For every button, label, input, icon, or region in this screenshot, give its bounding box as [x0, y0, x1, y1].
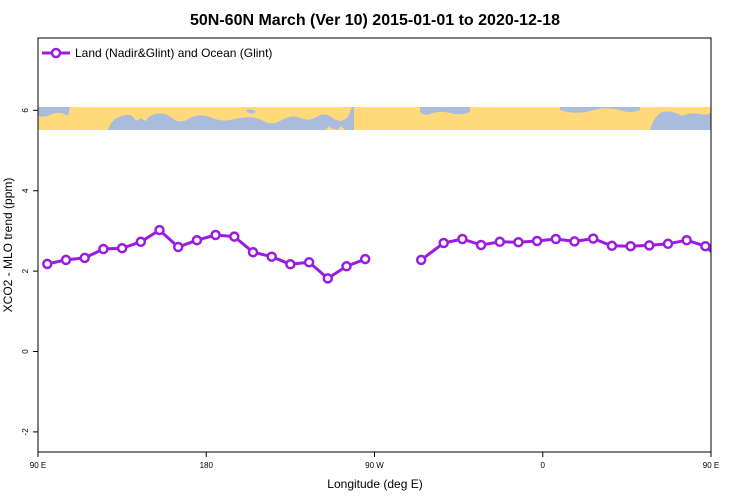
legend-marker	[50, 47, 62, 59]
plot-area	[42, 224, 711, 284]
data-point	[550, 233, 562, 245]
data-point	[625, 240, 636, 252]
legend-label: Land (Nadir&Glint) and Ocean (Glint)	[75, 46, 272, 60]
y-tick-label: 0	[21, 349, 30, 354]
x-tick-label: 90 E	[30, 461, 46, 470]
data-point	[681, 234, 692, 246]
x-tick-label: 0	[541, 461, 546, 470]
y-tick-label: 2	[21, 268, 30, 273]
data-point	[359, 253, 371, 265]
map-band-lakes	[246, 109, 340, 130]
data-point	[154, 224, 165, 236]
chart-title: 50N-60N March (Ver 10) 2015-01-01 to 202…	[190, 12, 560, 29]
data-point	[191, 234, 203, 246]
x-tick-label: 90 W	[365, 461, 384, 470]
data-point	[247, 246, 259, 258]
map-band	[38, 107, 711, 130]
series-line	[46, 228, 366, 280]
data-point	[229, 231, 240, 242]
x-tick-label: 180	[200, 461, 214, 470]
data-point	[303, 257, 315, 268]
data-point	[662, 238, 674, 250]
data-point	[494, 236, 506, 248]
data-point	[266, 251, 277, 262]
data-point	[42, 258, 53, 270]
data-point	[438, 237, 449, 249]
y-tick-label: -2	[21, 428, 30, 436]
data-point	[475, 239, 487, 251]
map-band-ocean	[38, 107, 711, 130]
data-point	[172, 241, 184, 253]
data-point	[644, 240, 655, 251]
data-point	[322, 273, 334, 284]
data-point	[606, 240, 618, 252]
data-point	[116, 242, 128, 254]
data-point	[60, 254, 72, 266]
data-point	[98, 243, 109, 255]
data-point	[135, 236, 147, 248]
data-point	[79, 252, 90, 264]
series-layer	[42, 224, 711, 284]
data-point	[415, 254, 427, 266]
data-point	[341, 261, 352, 272]
data-point	[569, 236, 580, 247]
y-tick-label: 6	[21, 108, 30, 113]
x-axis-label: Longitude (deg E)	[327, 477, 422, 491]
data-point	[457, 233, 468, 245]
y-axis-label: XCO2 - MLO trend (ppm)	[1, 178, 15, 313]
data-point	[531, 235, 543, 247]
y-axis: -2 0 2 4 6	[21, 108, 38, 436]
legend: Land (Nadir&Glint) and Ocean (Glint)	[42, 46, 272, 60]
data-point	[513, 236, 524, 248]
data-point	[700, 240, 711, 252]
y-tick-label: 4	[21, 188, 30, 193]
data-point	[587, 233, 599, 244]
data-point	[210, 229, 221, 241]
x-axis: 90 E 180 90 W 0 90 E	[30, 452, 719, 470]
data-point	[285, 259, 296, 270]
x-tick-label: 90 E	[703, 461, 719, 470]
